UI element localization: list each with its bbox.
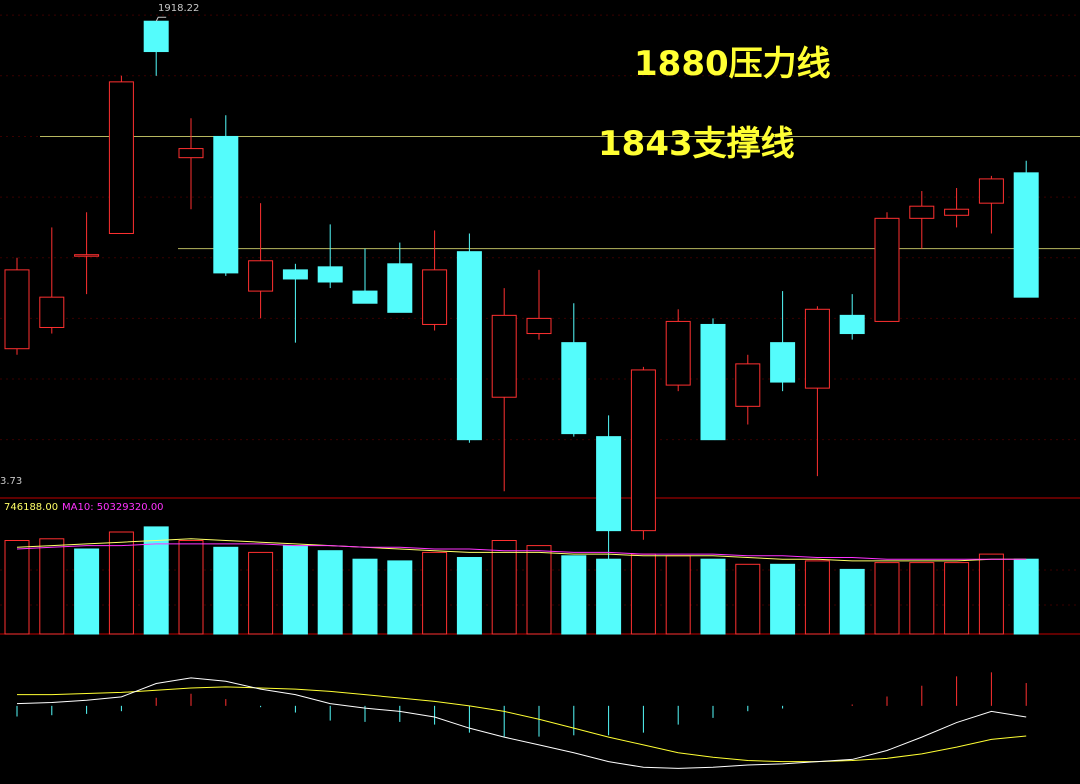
candle-body [561,342,587,435]
candle-body [39,296,65,328]
candle-body [596,436,622,532]
candle-body [108,81,134,234]
volume-bar [700,558,726,635]
volume-ma5-label: 746188.00 [4,502,59,513]
candle-body [700,323,726,441]
left-value-label: 3.73 [0,476,23,487]
volume-ma10-line [16,543,1027,560]
volume-bar [874,562,900,635]
resistance-line-label: 1880压力线 [634,44,831,84]
candle-body [839,314,865,335]
candle-body [1013,172,1039,298]
volume-bar [387,560,413,635]
volume-bar [4,540,30,635]
candle-body [491,314,517,398]
volume-bar [456,557,482,635]
candle-body [735,363,761,407]
volume-bar [561,555,587,635]
candle-body [422,269,448,325]
volume-bar [248,551,274,635]
candle-body [387,263,413,313]
volume-bar [108,531,134,635]
volume-bar [839,568,865,635]
volume-bar [630,553,656,635]
candle-body [456,251,482,441]
volume-bar [143,526,169,635]
volume-bar [770,563,796,635]
high-price-label: 1918.22 [158,3,200,14]
volume-bar [74,548,100,635]
macd-dea-line [17,686,1027,763]
macd-dif-line [16,677,1027,769]
candle-body [770,342,796,383]
candle-body [874,217,900,322]
high-marker [155,16,167,22]
candle-body [909,205,935,219]
support-line-label: 1843支撑线 [598,124,795,164]
candle-body [178,148,204,159]
volume-bar [596,558,622,635]
candle-body [804,308,830,389]
volume-bar [804,560,830,635]
volume-bar [39,538,65,635]
candle-body [248,260,274,292]
candle-body [143,20,169,53]
volume-bar [735,563,761,635]
candle-body [352,290,378,304]
volume-bar [213,546,239,635]
volume-bar [178,540,204,635]
volume-bar [317,550,343,635]
volume-bar [1013,558,1039,635]
volume-bar [944,562,970,635]
candle-body [665,320,691,386]
candle-body [978,178,1004,204]
volume-bar [526,545,552,635]
volume-bar [422,551,448,635]
candle-body [213,135,239,274]
volume-bar [282,545,308,635]
volume-bar [978,553,1004,635]
volume-ma5-line [16,538,1027,562]
candle-body [4,269,30,350]
candle-body [526,317,552,335]
candle-body [282,269,308,280]
volume-ma10-label: MA10: 50329320.00 [62,502,164,513]
candle-body [74,254,100,257]
volume-bar [352,558,378,635]
volume-bar [665,555,691,635]
volume-bar [909,562,935,635]
candle-body [944,208,970,216]
candle-body [317,266,343,283]
volume-bar [491,540,517,635]
candle-body [630,369,656,532]
